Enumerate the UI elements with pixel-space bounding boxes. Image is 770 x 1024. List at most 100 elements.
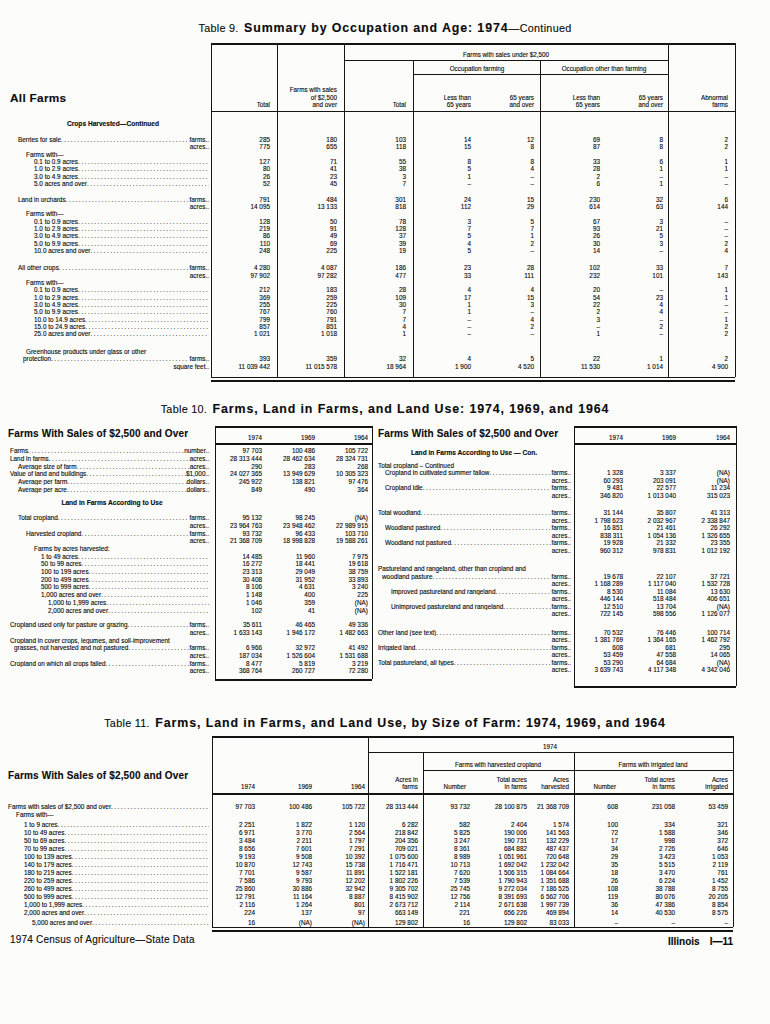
cell-value: 8 755 <box>668 885 728 892</box>
cell-value: 23 355 <box>670 539 730 546</box>
cell-value: 7 <box>336 316 406 323</box>
column-header: Farms with harvested cropland <box>428 761 568 768</box>
cell-value: 22 <box>530 301 600 308</box>
table-row: Total woodlandfarms..31 14435 80741 313 <box>0 509 770 517</box>
row-label: Greenhouse products under glass or other <box>26 348 209 355</box>
row-label: Irrigated landfarms.. <box>378 644 571 651</box>
cell-value: 26 292 <box>670 524 730 531</box>
cell-value: 17 <box>558 837 618 844</box>
cell-value: 2 <box>658 323 728 330</box>
cell-value: 39 <box>336 240 406 247</box>
cell-value: 7 <box>336 180 406 187</box>
column-header: 1974 <box>520 743 580 750</box>
cell-value: 28 <box>530 165 600 172</box>
cell-value: 1 462 792 <box>670 636 730 643</box>
cell-value: 477 <box>336 272 406 279</box>
table-row: 180 to 219 acres7 7019 58711 8911 522 18… <box>0 869 770 877</box>
table-row: Woodland not pasturedfarms..19 92821 332… <box>0 539 770 547</box>
cell-value: 8 <box>401 158 471 165</box>
cell-value: 1 126 077 <box>670 610 730 617</box>
cell-value: 100 486 <box>255 447 315 454</box>
cell-value: 5 825 <box>410 829 470 836</box>
row-label: 3.0 to 4.9 acres <box>34 173 209 180</box>
cell-value: 3 484 <box>195 837 255 844</box>
cell-value: 18 964 <box>336 363 406 370</box>
row-label: Unimproved pastureland and rangelandfarm… <box>391 603 571 610</box>
table-row: Farms with— <box>0 811 770 819</box>
cell-value: 91 <box>267 225 337 232</box>
cell-value: – <box>593 330 663 337</box>
table-row: square feet..11 039 44211 015 57818 9641… <box>0 363 770 371</box>
cell-value: 3 <box>593 218 663 225</box>
cell-value: 12 756 <box>410 893 470 900</box>
row-label: Total pastureland, all typesfarms.. <box>378 659 571 666</box>
cell-value: 4 <box>658 247 728 254</box>
cell-value: 4 520 <box>464 363 534 370</box>
cell-value: 8 887 <box>305 893 365 900</box>
cell-value: 101 <box>593 272 663 279</box>
cell-value: 12 791 <box>195 893 255 900</box>
cell-value: 1 802 226 <box>358 877 418 884</box>
cell-value: 1 <box>530 330 600 337</box>
cell-value: – <box>464 173 534 180</box>
cell-value: 4 342 046 <box>670 666 730 673</box>
row-label: acres.. <box>378 666 571 673</box>
cell-value: 7 586 <box>195 877 255 884</box>
row-label: Other land (see text)farms.. <box>378 629 571 636</box>
cell-value: 21 461 <box>616 524 676 531</box>
cell-value: 9 508 <box>252 853 312 860</box>
cell-value: 857 <box>200 323 270 330</box>
row-label: Total woodlandfarms.. <box>378 509 571 516</box>
table-row: 5,000 acres and over16(NA)(NA)129 802161… <box>0 919 770 927</box>
cell-value: 15 <box>401 143 471 150</box>
cell-value: 3 <box>401 218 471 225</box>
rule-horizontal <box>211 377 735 378</box>
cell-value: 10 392 <box>305 853 365 860</box>
cell-value: 1 522 181 <box>358 869 418 876</box>
row-label: acres.. <box>378 595 571 602</box>
cell-value: 97 902 <box>200 272 270 279</box>
cell-value: – <box>401 323 471 330</box>
cell-value: 3 470 <box>615 869 675 876</box>
cell-value: 1 <box>401 308 471 315</box>
rule-horizontal <box>215 426 372 428</box>
cell-value: 1 364 165 <box>616 636 676 643</box>
cell-value: 301 <box>336 196 406 203</box>
cell-value: 225 <box>267 247 337 254</box>
rule-horizontal <box>211 111 735 113</box>
cell-value: 4 <box>593 301 663 308</box>
cell-value: 5 <box>401 165 471 172</box>
cell-value: 26 <box>200 173 270 180</box>
cell-value: 4 <box>464 165 534 172</box>
cell-value: 2 <box>658 355 728 362</box>
cell-value: 518 484 <box>616 595 676 602</box>
cell-value: 7 620 <box>410 869 470 876</box>
cell-value: 93 732 <box>410 803 470 810</box>
cell-value: 19 928 <box>563 539 623 546</box>
cell-value: – <box>658 173 728 180</box>
cell-value: 128 <box>336 225 406 232</box>
cell-value: 11 084 <box>616 588 676 595</box>
table-row: Cropland in cultivated summer fallowfarm… <box>0 469 770 477</box>
row-label: Total cropland – Continued <box>378 462 571 469</box>
footer-right: Illinois I—11 <box>668 936 733 947</box>
rule-horizontal <box>211 43 735 45</box>
cell-value: 13 133 <box>267 203 337 210</box>
cell-value: 14 <box>401 136 471 143</box>
cell-value: 4 280 <box>200 264 270 271</box>
cell-value: 70 532 <box>563 629 623 636</box>
cell-value: 2 <box>593 323 663 330</box>
cell-value: 11 164 <box>252 893 312 900</box>
cell-value: 1 168 289 <box>563 580 623 587</box>
cell-value: 9 793 <box>252 877 312 884</box>
cell-value: 6 224 <box>615 877 675 884</box>
row-label: acres.. <box>378 610 571 617</box>
cell-value: 219 <box>200 225 270 232</box>
table-row: 50 to 69 acres3 4842 2111 797204 3563 24… <box>0 837 770 845</box>
cell-value: – <box>658 218 728 225</box>
cell-value: 183 <box>267 286 337 293</box>
cell-value: 998 <box>615 837 675 844</box>
cell-value: 8 <box>464 143 534 150</box>
row-label: Pastureland and rangeland, other than cr… <box>378 565 571 572</box>
cell-value: 76 446 <box>616 629 676 636</box>
